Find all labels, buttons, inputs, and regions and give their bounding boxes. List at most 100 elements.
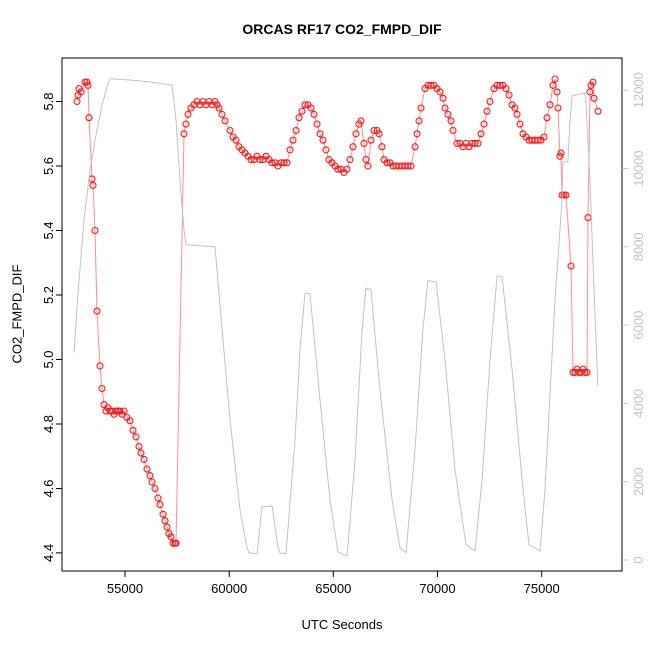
data-point-marker [516,120,524,128]
data-point-marker [184,110,192,118]
data-point-marker [554,104,562,112]
y-left-axis: 4.4 4.6 4.8 5.0 5.2 5.4 5.6 5.8 [41,92,62,562]
x-tick-label: 55000 [107,581,143,596]
data-point-marker [441,104,449,112]
data-point-marker [553,88,561,96]
data-point-marker [256,156,264,164]
data-point-marker [364,162,372,170]
plot-border [61,57,623,572]
series-co2-fmpd-dif [73,75,602,547]
x-tick-label: 75000 [524,581,560,596]
data-point-marker [120,407,128,415]
data-point-marker [589,78,597,86]
data-point-marker [154,494,162,502]
y-left-tick-label: 4.4 [41,544,56,562]
data-point-marker [215,104,223,112]
data-point-marker [411,143,419,151]
data-point-marker [247,156,255,164]
data-point-marker [140,455,148,463]
data-point-marker [436,88,444,96]
data-point-marker [496,81,504,89]
data-point-marker [307,104,315,112]
y-right-tick-label: 8000 [631,232,646,261]
data-point-marker [268,159,276,167]
data-point-marker [594,107,602,115]
data-point-marker [319,136,327,144]
data-point-marker [560,191,568,199]
data-point-marker [404,162,412,170]
y-left-tick-label: 5.8 [41,92,56,110]
data-point-marker [96,362,104,370]
data-point-marker [182,120,190,128]
y-left-tick-label: 5.4 [41,221,56,239]
data-point-marker [383,159,391,167]
y-right-tick-label: 10000 [631,150,646,186]
data-point-marker [370,126,378,135]
data-point-marker [316,130,324,138]
y-left-tick-label: 5.2 [41,286,56,304]
data-point-marker [167,533,175,541]
y-left-tick-label: 5.0 [41,350,56,368]
data-point-marker [286,146,294,154]
data-point-marker [439,94,447,102]
data-point-marker [349,143,357,151]
y-right-tick-label: 2000 [631,467,646,496]
data-point-marker [161,517,169,525]
data-point-marker [292,126,300,135]
data-point-marker [417,104,425,112]
data-point-marker [156,501,164,509]
y-right-tick-label: 12000 [631,72,646,108]
y-left-tick-label: 5.6 [41,157,56,175]
y-left-tick-label: 4.8 [41,415,56,433]
data-point-marker [546,101,554,109]
data-point-marker [453,139,461,147]
data-point-marker [556,152,564,160]
gray-line [73,78,599,557]
data-point-marker [180,130,188,138]
data-point-marker [143,465,151,473]
data-point-marker [148,478,156,486]
data-point-marker [301,101,309,109]
data-point-marker [360,139,368,147]
data-point-marker [352,130,360,138]
data-point-marker [375,130,383,138]
data-point-marker [357,117,365,125]
data-point-marker [112,407,120,415]
x-tick-label: 65000 [315,581,351,596]
data-point-marker [310,110,318,118]
data-point-marker [551,75,559,83]
series-altitude-trace [73,78,599,557]
data-point-marker [477,130,485,138]
data-point-marker [486,97,494,106]
data-point-marker [280,159,288,167]
data-point-marker [137,449,145,457]
data-point-marker [449,126,457,135]
data-point-marker [334,165,342,173]
data-point-marker [172,539,180,547]
data-point-marker [169,539,177,547]
x-axis-title: UTC Seconds [301,617,383,632]
data-point-marker [367,136,375,144]
data-point-marker [129,426,137,434]
data-point-marker [322,146,330,154]
data-point-marker [502,85,510,93]
data-point-marker [480,120,488,128]
data-point-marker [543,114,551,122]
data-point-marker [407,162,415,170]
data-point-marker [474,139,482,147]
data-point-marker [346,156,354,164]
x-tick-label: 60000 [211,581,247,596]
data-point-marker [283,159,291,167]
data-point-marker [471,139,479,147]
data-point-marker [586,88,594,96]
data-point-marker [126,417,134,425]
data-point-marker [581,368,589,376]
red-line [76,78,599,544]
data-point-marker [415,117,423,125]
chart-title: ORCAS RF17 CO2_FMPD_DIF [242,21,442,37]
data-point-marker [132,433,140,441]
data-point-marker [151,484,159,493]
y-right-axis: 0 2000 4000 6000 8000 10000 12000 [622,72,646,564]
data-point-marker [77,88,85,96]
